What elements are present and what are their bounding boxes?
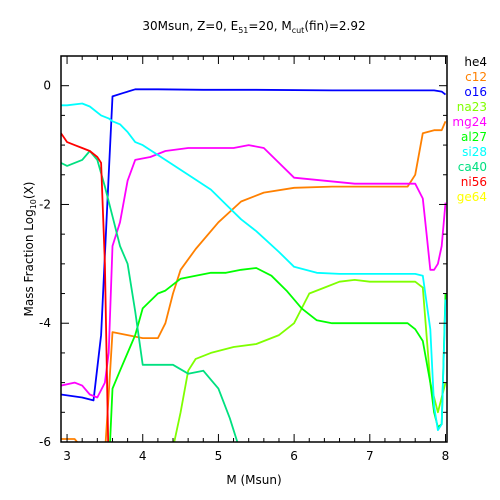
y-tick-label: 0 xyxy=(43,79,51,93)
series-line-mg24 xyxy=(61,144,447,399)
legend-item-na23: na23 xyxy=(457,100,487,114)
series-line-o16 xyxy=(61,88,447,402)
y-tick-label: -4 xyxy=(39,316,51,330)
chart-title-part-4: (fin)=2.92 xyxy=(304,19,365,33)
legend-item-he4: he4 xyxy=(464,55,487,69)
chart-title-part-3: cut xyxy=(292,26,305,35)
y-axis-label-part-2: (X) xyxy=(22,182,36,200)
y-axis-label-part-0: Mass Fraction Log xyxy=(22,209,36,316)
y-axis-label-part-1: 10 xyxy=(29,199,38,209)
x-tick-label: 6 xyxy=(290,449,298,463)
x-tick-label: 3 xyxy=(63,449,71,463)
legend-item-al27: al27 xyxy=(461,130,487,144)
legend-item-ni56: ni56 xyxy=(461,175,487,189)
y-axis-label: Mass Fraction Log10(X) xyxy=(22,182,38,317)
legend-item-c12: c12 xyxy=(465,70,487,84)
series-layer xyxy=(61,88,447,442)
chart-title-part-2: =20, M xyxy=(248,19,291,33)
series-line-ca40 xyxy=(61,150,239,442)
chart-title-part-1: 51 xyxy=(238,26,248,35)
legend-item-ge64: ge64 xyxy=(457,190,487,204)
legend-item-mg24: mg24 xyxy=(452,115,487,129)
series-line-si28 xyxy=(61,102,447,432)
ticks-layer: 3 4 5 6 7 8 0 -2 -4 -6 xyxy=(39,55,450,463)
legend-item-si28: si28 xyxy=(462,145,487,159)
chart-title-part-0: 30Msun, Z=0, E xyxy=(142,19,238,33)
y-tick-label: -2 xyxy=(39,197,51,211)
chart-title: 30Msun, Z=0, E51=20, Mcut(fin)=2.92 xyxy=(142,19,365,35)
series-line-al27 xyxy=(109,267,447,442)
legend-item-ca40: ca40 xyxy=(458,160,487,174)
y-tick-label: -6 xyxy=(39,435,51,449)
x-axis-label: M (Msun) xyxy=(226,473,281,487)
series-line-c12 xyxy=(61,120,447,442)
x-tick-label: 5 xyxy=(215,449,223,463)
plot-frame xyxy=(60,55,448,443)
x-tick-label: 8 xyxy=(442,449,450,463)
x-tick-label: 4 xyxy=(139,449,147,463)
x-tick-label: 7 xyxy=(366,449,374,463)
series-line-na23 xyxy=(173,278,447,442)
legend-item-o16: o16 xyxy=(464,85,487,99)
series-line-ni56 xyxy=(61,132,110,442)
